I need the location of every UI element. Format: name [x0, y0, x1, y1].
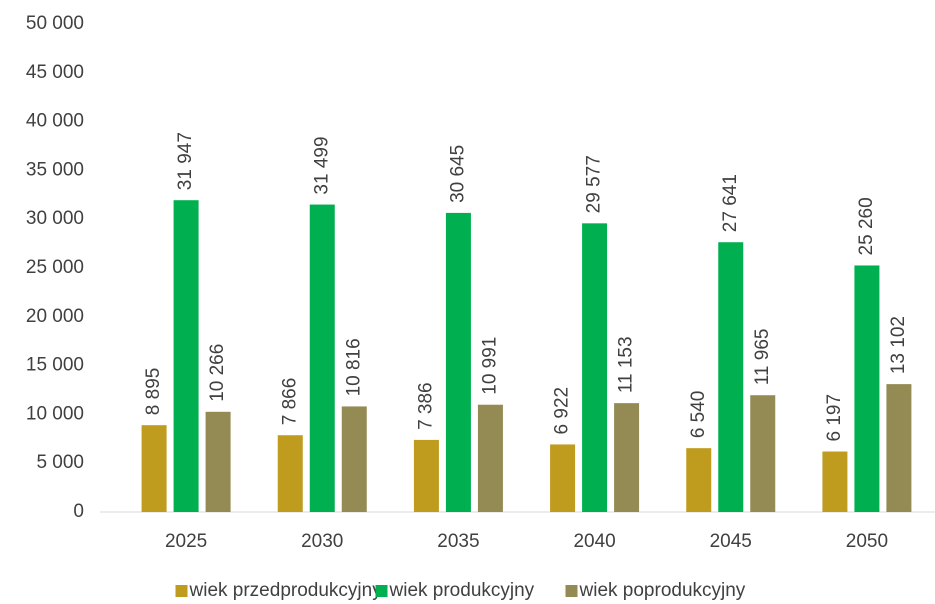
data-label: 10 991: [479, 337, 500, 395]
y-tick-label: 35 000: [26, 159, 84, 180]
data-label: 11 153: [616, 336, 637, 393]
bar: [309, 204, 335, 512]
data-label: 11 965: [752, 329, 773, 386]
bar: [445, 212, 471, 513]
data-label: 7 386: [415, 382, 436, 430]
y-tick-label: 40 000: [26, 111, 84, 132]
y-tick-label: 0: [73, 501, 84, 522]
x-tick-label: 2030: [301, 531, 343, 552]
bar: [718, 242, 744, 512]
data-label: 27 641: [720, 174, 741, 232]
x-tick-label: 2050: [846, 531, 888, 552]
bar: [173, 200, 199, 513]
data-label: 25 260: [856, 197, 877, 255]
legend-swatch: [375, 585, 388, 597]
data-label: 6 197: [824, 394, 845, 442]
y-tick-label: 30 000: [26, 208, 84, 229]
legend-label: wiek poprodukcyjny: [579, 580, 746, 601]
data-label: 10 816: [343, 338, 364, 396]
bar: [550, 444, 576, 512]
bar: [341, 406, 367, 512]
legend-swatch: [565, 585, 578, 597]
legend-swatch: [175, 585, 188, 597]
x-tick-label: 2035: [437, 531, 479, 552]
y-tick-label: 10 000: [26, 403, 84, 424]
data-label: 6 922: [552, 387, 573, 435]
data-label: 6 540: [688, 391, 709, 439]
data-label: 8 895: [143, 368, 164, 416]
bar: [686, 448, 712, 512]
y-tick-label: 5 000: [36, 452, 84, 473]
data-label: 31 499: [311, 136, 332, 194]
legend-label: wiek przedprodukcyjny: [189, 580, 383, 601]
bar: [277, 435, 303, 512]
data-label: 31 947: [175, 132, 196, 190]
bar: [582, 223, 608, 512]
data-label: 30 645: [447, 145, 468, 203]
bar: [205, 411, 231, 512]
y-tick-label: 20 000: [26, 306, 84, 327]
y-tick-label: 15 000: [26, 355, 84, 376]
bar: [477, 404, 503, 512]
x-tick-label: 2045: [710, 531, 752, 552]
x-tick-label: 2040: [573, 531, 615, 552]
legend-label: wiek produkcyjny: [389, 580, 535, 601]
data-label: 13 102: [888, 316, 909, 374]
bar: [822, 451, 848, 512]
bar: [413, 439, 439, 512]
x-tick-label: 2025: [165, 531, 207, 552]
y-tick-label: 50 000: [26, 13, 84, 34]
data-label: 7 866: [279, 378, 300, 426]
bar: [141, 425, 167, 512]
y-tick-label: 25 000: [26, 257, 84, 278]
data-label: 29 577: [584, 155, 605, 213]
bar: [614, 403, 640, 512]
data-label: 10 266: [207, 344, 228, 402]
y-tick-label: 45 000: [26, 62, 84, 83]
bar: [854, 265, 880, 512]
bar: [886, 384, 912, 512]
bar: [750, 395, 776, 512]
